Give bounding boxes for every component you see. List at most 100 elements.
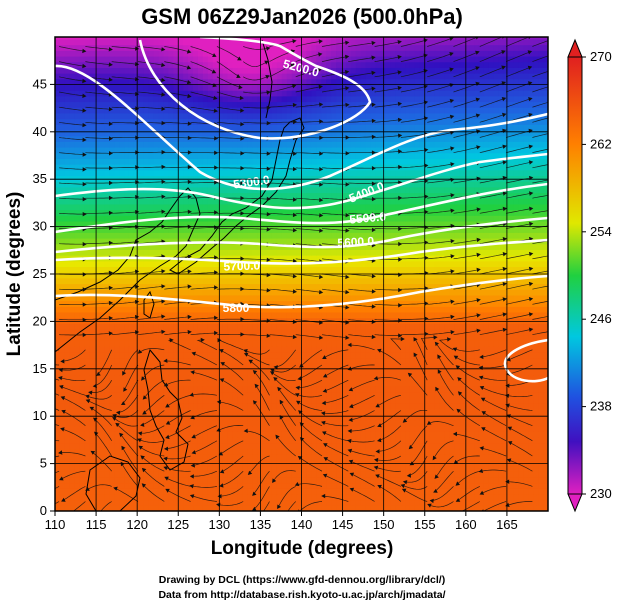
heat-cell — [237, 493, 243, 501]
heat-cell — [143, 317, 150, 324]
heat-cell — [528, 414, 534, 421]
heat-cell — [360, 465, 367, 472]
heat-cell — [281, 277, 288, 285]
heat-cell — [301, 334, 308, 341]
heat-cell — [380, 385, 386, 393]
heat-cell — [128, 493, 135, 501]
heat-cell — [89, 306, 96, 313]
heat-cell — [523, 289, 529, 296]
heat-cell — [148, 266, 155, 273]
heat-cell — [345, 402, 352, 410]
heat-cell — [434, 306, 441, 313]
heat-cell — [336, 499, 342, 506]
heat-cell — [439, 368, 446, 376]
heat-cell — [114, 476, 120, 484]
heat-cell — [281, 363, 288, 370]
heat-cell — [207, 425, 214, 432]
heat-cell — [444, 323, 450, 330]
heat-cell — [217, 277, 224, 285]
heat-cell — [257, 226, 263, 233]
heat-cell — [84, 351, 91, 359]
heat-cell — [365, 385, 372, 393]
heat-cell — [193, 226, 199, 233]
heat-cell — [74, 243, 81, 250]
heat-cell — [143, 448, 150, 455]
heat-cell — [286, 374, 293, 381]
heat-cell — [276, 323, 283, 330]
heat-cell — [89, 311, 96, 319]
heat-cell — [183, 385, 189, 393]
heat-cell — [242, 357, 248, 364]
heat-cell — [276, 243, 283, 250]
heat-cell — [212, 266, 219, 273]
heat-cell — [375, 317, 381, 324]
heat-cell — [271, 306, 278, 313]
heat-cell — [405, 368, 411, 376]
heat-cell — [119, 260, 125, 268]
heat-cell — [390, 363, 396, 370]
heat-cell — [375, 454, 381, 461]
heat-cell — [291, 471, 298, 478]
heat-cell — [79, 493, 86, 501]
heat-cell — [271, 283, 278, 290]
heat-cell — [336, 391, 342, 398]
heat-cell — [405, 459, 411, 467]
heat-cell — [99, 499, 105, 506]
heat-cell — [158, 357, 165, 364]
heat-cell — [247, 368, 253, 376]
heat-cell — [217, 425, 224, 432]
heat-cell — [252, 425, 258, 432]
heat-cell — [444, 306, 450, 313]
heat-cell — [114, 237, 120, 245]
heat-cell — [291, 448, 298, 455]
heat-cell — [478, 351, 485, 359]
heat-cell — [400, 454, 406, 461]
heat-cell — [405, 323, 411, 330]
heat-cell — [350, 334, 357, 341]
heat-cell — [212, 323, 219, 330]
heat-cell — [474, 471, 480, 478]
heat-cell — [148, 289, 155, 296]
heat-cell — [227, 334, 234, 341]
heat-cell — [454, 499, 460, 506]
heat-cell — [296, 419, 303, 427]
heat-cell — [493, 459, 500, 467]
heat-cell — [74, 391, 81, 398]
heat-cell — [99, 476, 105, 484]
heat-cell — [414, 488, 421, 495]
heat-cell — [232, 237, 239, 245]
heat-cell — [281, 232, 288, 239]
heat-cell — [163, 505, 169, 511]
heat-cell — [444, 476, 450, 484]
heat-cell — [247, 402, 253, 410]
heat-cell — [518, 425, 524, 432]
heat-cell — [109, 499, 115, 506]
heat-cell — [474, 493, 480, 501]
heat-cell — [237, 368, 243, 376]
heat-cell — [360, 232, 367, 239]
heat-cell — [59, 334, 66, 341]
heat-cell — [252, 306, 258, 313]
heat-cell — [119, 226, 125, 233]
heat-cell — [419, 243, 426, 250]
heat-cell — [276, 328, 283, 336]
heat-cell — [114, 431, 120, 438]
heat-cell — [55, 476, 61, 484]
heat-cell — [281, 488, 288, 495]
heat-cell — [345, 340, 352, 347]
heat-cell — [84, 289, 91, 296]
heat-cell — [478, 346, 485, 353]
heat-cell — [488, 249, 495, 256]
heat-cell — [124, 419, 130, 427]
heat-cell — [488, 505, 495, 511]
heat-cell — [414, 328, 421, 336]
heat-cell — [395, 368, 401, 376]
heat-cell — [207, 385, 214, 393]
heat-cell — [464, 425, 470, 432]
heat-cell — [227, 459, 234, 467]
heat-cell — [365, 311, 372, 319]
heat-cell — [133, 300, 140, 307]
heat-cell — [414, 402, 421, 410]
heat-cell — [55, 385, 61, 393]
